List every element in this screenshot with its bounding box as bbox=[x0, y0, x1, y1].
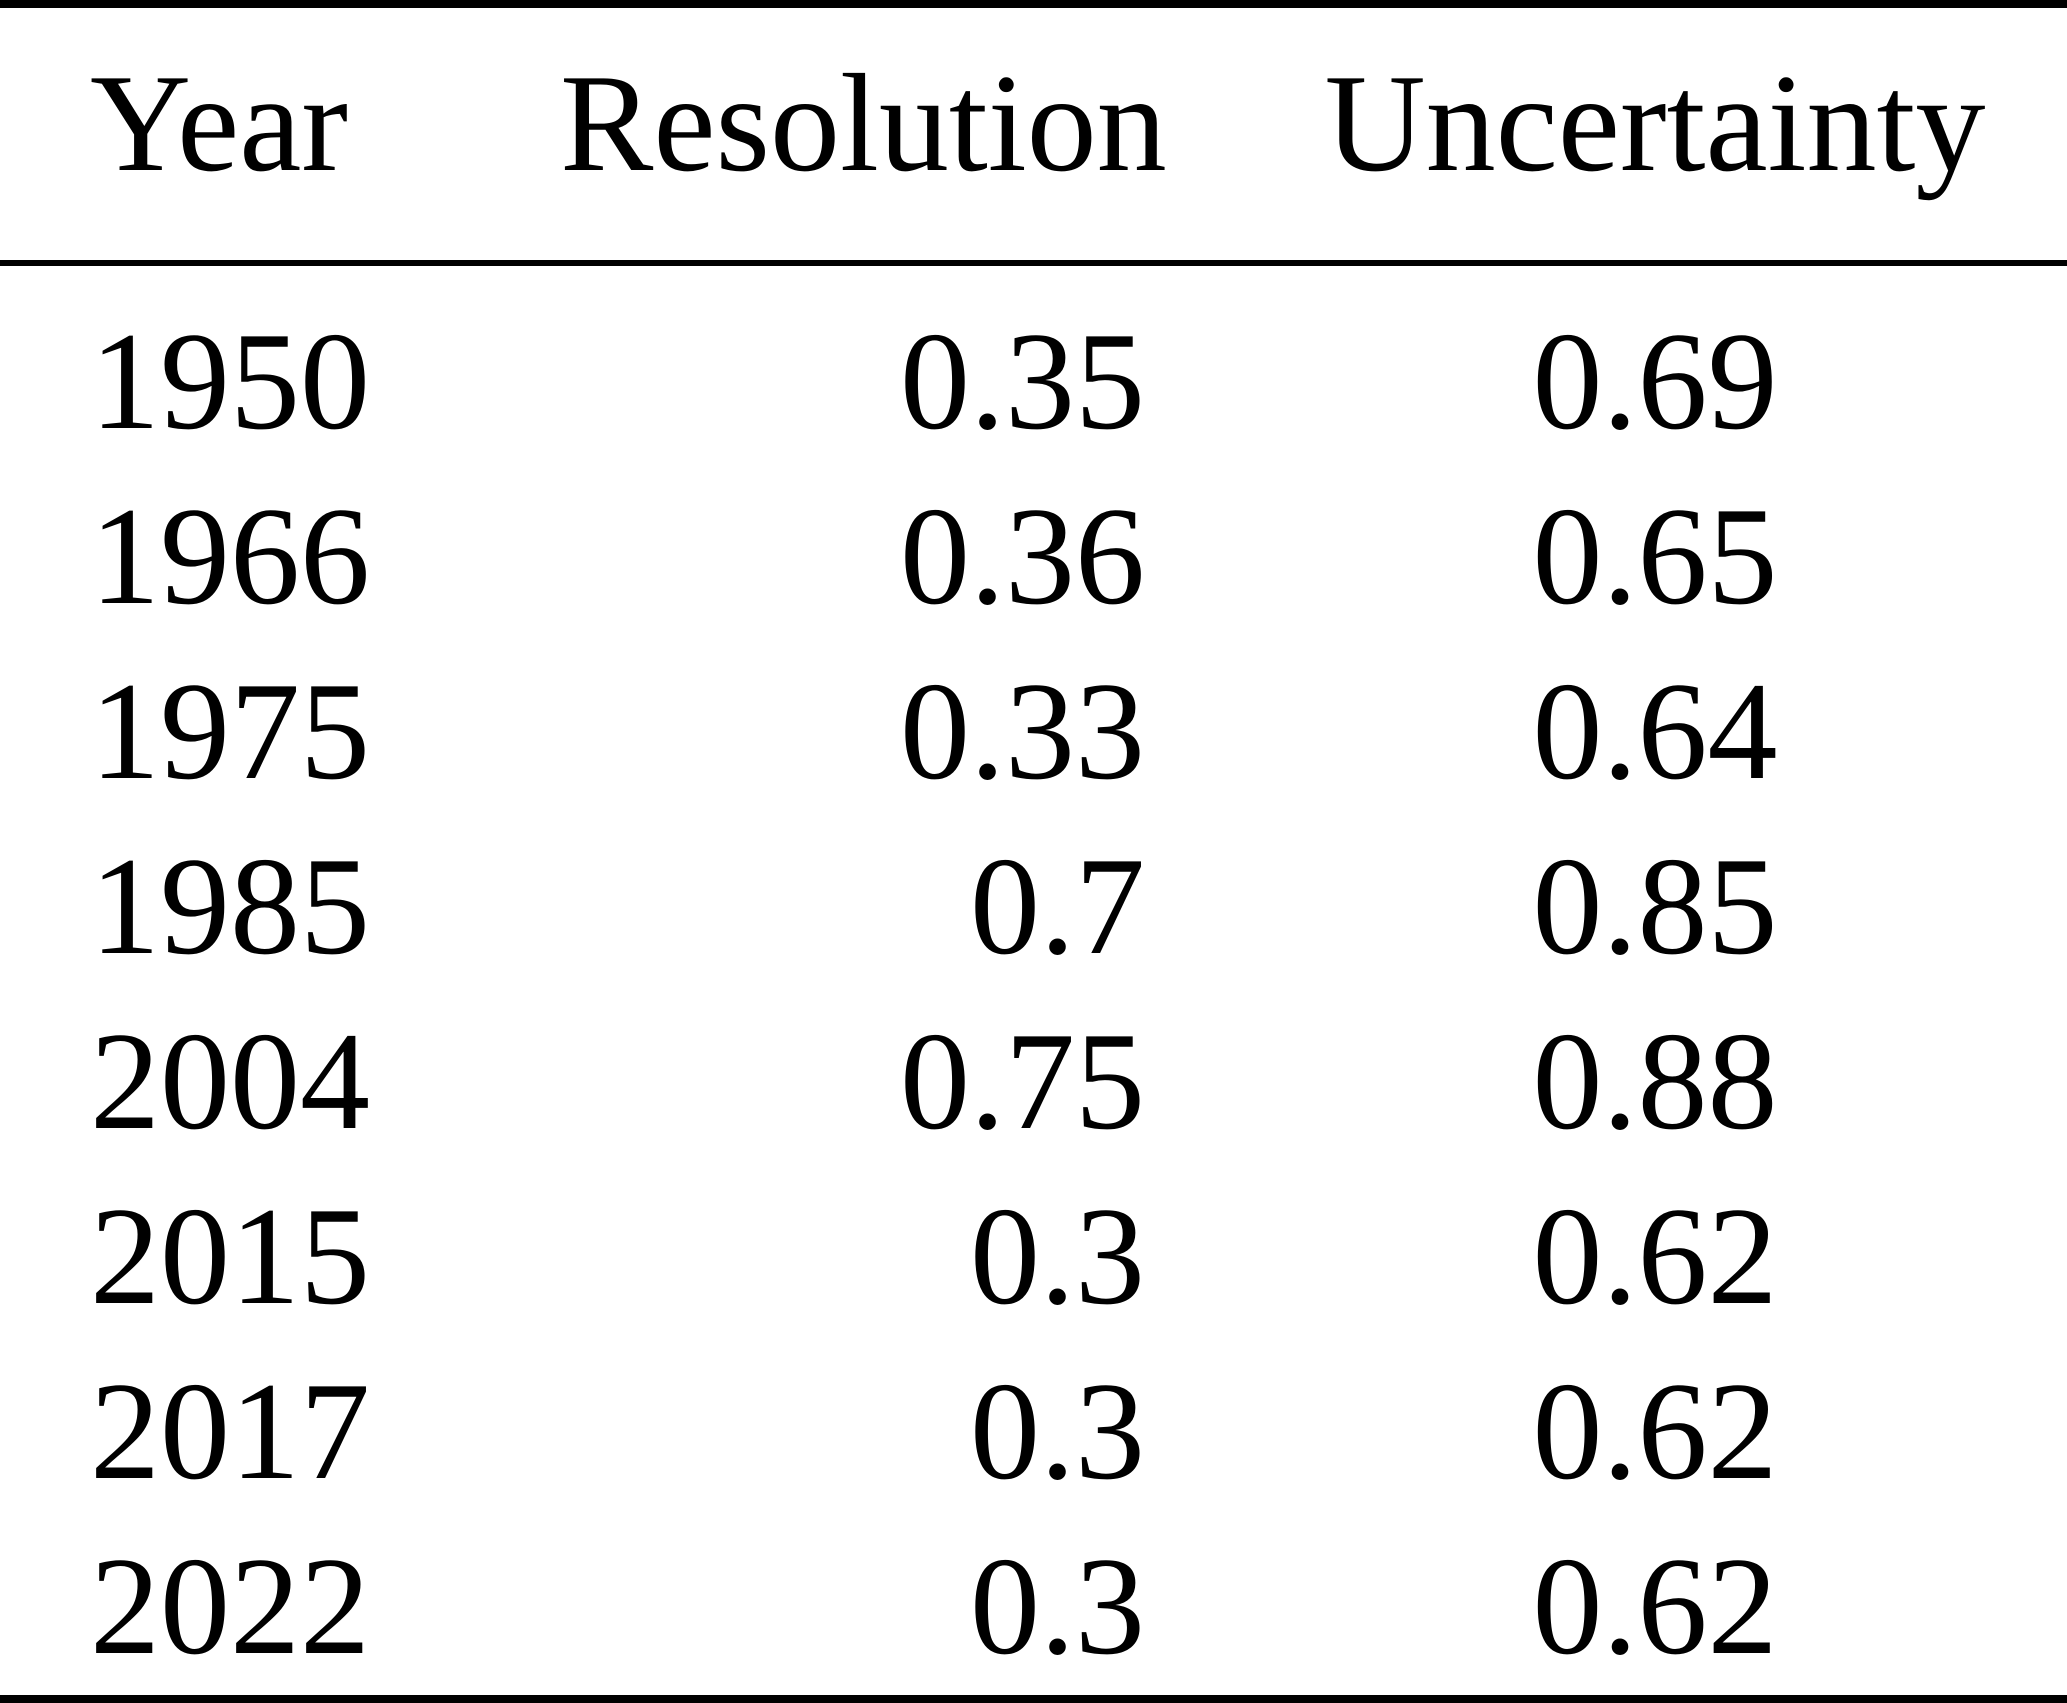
mid-rule bbox=[0, 260, 2067, 266]
resolution-cell: 0.35 bbox=[900, 303, 1145, 459]
uncertainty-cell: 0.62 bbox=[1532, 1529, 1778, 1685]
uncertainty-cell: 0.62 bbox=[1532, 1354, 1778, 1510]
table-row: 1975 0.33 0.64 bbox=[0, 644, 2067, 819]
table-row: 2017 0.3 0.62 bbox=[0, 1345, 2067, 1520]
resolution-cell: 0.3 bbox=[970, 1354, 1145, 1510]
column-header-uncertainty: Uncertainty bbox=[1324, 46, 1986, 201]
uncertainty-cell: 0.64 bbox=[1532, 653, 1778, 809]
table-row: 1985 0.7 0.85 bbox=[0, 819, 2067, 994]
resolution-cell: 0.75 bbox=[900, 1004, 1145, 1160]
column-header-year: Year bbox=[90, 46, 348, 201]
table-body: 1950 0.35 0.69 1966 0.36 0.65 1975 0.33 … bbox=[0, 266, 2067, 1695]
year-cell: 2017 bbox=[90, 1354, 370, 1510]
uncertainty-cell: 0.65 bbox=[1532, 478, 1778, 634]
table-row: 1966 0.36 0.65 bbox=[0, 469, 2067, 644]
table-header-row: Year Resolution Uncertainty bbox=[0, 8, 2067, 260]
resolution-cell: 0.3 bbox=[970, 1529, 1145, 1685]
year-cell: 1950 bbox=[90, 303, 370, 459]
year-cell: 2022 bbox=[90, 1529, 370, 1685]
uncertainty-cell: 0.69 bbox=[1532, 303, 1778, 459]
table-row: 1950 0.35 0.69 bbox=[0, 294, 2067, 469]
resolution-cell: 0.3 bbox=[970, 1179, 1145, 1335]
uncertainty-cell: 0.88 bbox=[1532, 1004, 1778, 1160]
year-cell: 1985 bbox=[90, 828, 370, 984]
uncertainty-cell: 0.85 bbox=[1532, 828, 1778, 984]
uncertainty-cell: 0.62 bbox=[1532, 1179, 1778, 1335]
year-cell: 1975 bbox=[90, 653, 370, 809]
resolution-cell: 0.36 bbox=[900, 478, 1145, 634]
top-rule bbox=[0, 0, 2067, 8]
table-row: 2015 0.3 0.62 bbox=[0, 1170, 2067, 1345]
table-row: 2004 0.75 0.88 bbox=[0, 995, 2067, 1170]
table-row: 2022 0.3 0.62 bbox=[0, 1520, 2067, 1695]
column-header-resolution: Resolution bbox=[560, 46, 1167, 201]
bottom-rule bbox=[0, 1695, 2067, 1703]
year-cell: 1966 bbox=[90, 478, 370, 634]
year-cell: 2004 bbox=[90, 1004, 370, 1160]
year-cell: 2015 bbox=[90, 1179, 370, 1335]
resolution-cell: 0.7 bbox=[970, 828, 1145, 984]
resolution-cell: 0.33 bbox=[900, 653, 1145, 809]
